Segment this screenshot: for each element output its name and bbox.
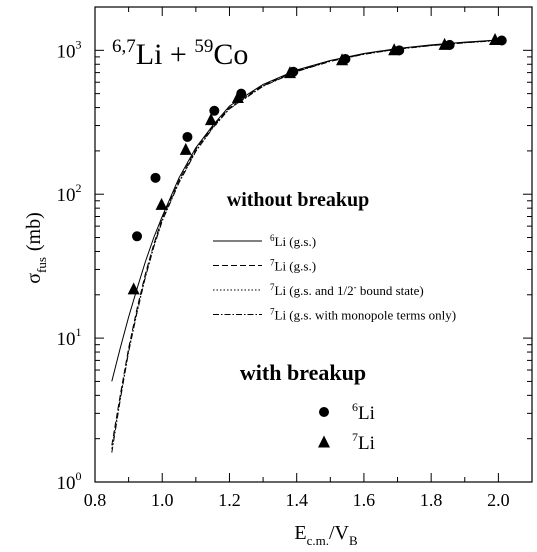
x-tick-label: 1.8 (420, 490, 443, 510)
x-label-slash: /V (329, 522, 350, 544)
legend-title-without-breakup: without breakup (227, 189, 369, 211)
data-point-triangle (231, 90, 244, 103)
data-point-triangle (127, 282, 140, 295)
data-point-triangle (388, 43, 401, 56)
legend-title-with-breakup: with breakup (240, 360, 366, 385)
x-tick-label: 1.2 (218, 490, 241, 510)
legend-marker-label: 7Li (352, 430, 375, 454)
x-tick-label: 0.8 (84, 490, 107, 510)
x-label-base: E (294, 522, 306, 544)
data-point-triangle (336, 53, 349, 66)
title-element2: Co (213, 38, 248, 71)
legend-marker-circle (319, 407, 329, 417)
x-label-sub2: B (349, 533, 358, 548)
data-point-circle (150, 172, 161, 183)
plot-frame (94, 6, 533, 483)
line-legend: 6Li (g.s.) 7Li (g.s.) 7Li (g.s. and 1/2- b… (213, 233, 456, 323)
data-point-triangle (204, 113, 217, 126)
data-point-triangle (489, 32, 502, 45)
x-axis-label: Ec.m./VB (294, 522, 358, 548)
legend-line-label: 6Li (g.s.) (270, 233, 316, 249)
chart-title: 6,7Li + 59Co (112, 36, 248, 71)
legend-line-label: 7Li (g.s. and 1/2- bound state) (270, 282, 424, 298)
data-point-triangle (438, 37, 451, 50)
y-tick-label: 101 (57, 325, 82, 350)
y-tick-label: 100 (57, 469, 82, 494)
data-point-triangle (179, 142, 192, 155)
data-point-circle (182, 131, 193, 142)
marker-layer (127, 32, 507, 295)
x-tick-label: 1.4 (285, 490, 308, 510)
legend-marker-triangle (318, 435, 330, 448)
title-mass-sup: 59 (194, 36, 213, 57)
data-point-triangle (155, 197, 168, 210)
y-axis-label: σfus (mb) (23, 212, 49, 284)
y-tick-label: 103 (57, 37, 82, 62)
legend-line-label: 7Li (g.s.) (270, 258, 316, 274)
data-point-triangle (283, 66, 296, 79)
x-label-sub: c.m. (307, 533, 329, 548)
y-label-unit: (mb) (23, 212, 45, 251)
x-tick-label: 1.0 (151, 490, 174, 510)
title-element1: Li (136, 38, 163, 71)
x-tick-label: 2.0 (487, 490, 510, 510)
y-label-base: σ (23, 273, 45, 284)
y-label-sub: fus (34, 257, 49, 273)
x-tick-label: 1.6 (353, 490, 376, 510)
y-tick-label: 102 (57, 181, 82, 206)
axis-ticks: 0.8 1.0 1.2 1.4 1.6 1.8 2.0 100 101 102 103 (57, 6, 532, 510)
legend-marker-label: 6Li (352, 400, 375, 424)
data-point-circle (132, 231, 143, 242)
title-prefix-sup: 6,7 (112, 36, 136, 57)
title-plus: + (162, 38, 194, 71)
legend-line-label: 7Li (g.s. with monopole terms only) (270, 307, 456, 323)
data-point-circle (209, 105, 220, 116)
